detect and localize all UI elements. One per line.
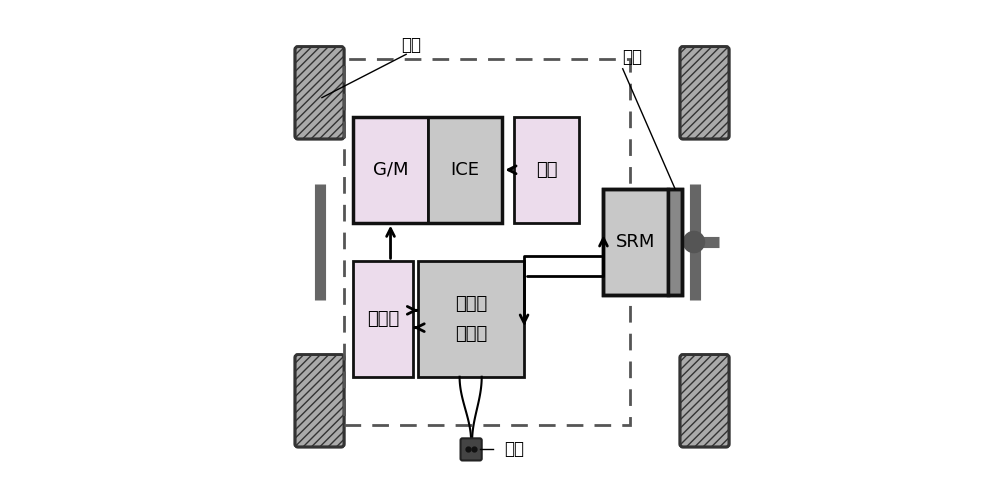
Bar xyxy=(353,117,428,223)
Bar xyxy=(514,117,579,223)
Bar xyxy=(428,117,502,223)
Text: 电池组: 电池组 xyxy=(367,310,399,328)
Text: 齿轮: 齿轮 xyxy=(622,48,642,66)
Text: 集成式: 集成式 xyxy=(455,295,487,313)
Text: 燃料: 燃料 xyxy=(536,161,558,179)
FancyBboxPatch shape xyxy=(680,355,729,447)
Circle shape xyxy=(683,231,705,253)
Bar xyxy=(603,189,682,295)
Bar xyxy=(353,117,502,223)
Text: SRM: SRM xyxy=(616,233,656,251)
Bar xyxy=(668,189,682,295)
FancyBboxPatch shape xyxy=(295,46,344,139)
Text: ICE: ICE xyxy=(451,161,480,179)
Bar xyxy=(603,189,668,295)
FancyBboxPatch shape xyxy=(295,355,344,447)
Bar xyxy=(418,261,524,377)
Bar xyxy=(353,261,413,377)
Bar xyxy=(344,59,630,425)
FancyBboxPatch shape xyxy=(461,439,482,460)
Text: 插头: 插头 xyxy=(504,440,524,458)
Text: 变换器: 变换器 xyxy=(455,325,487,343)
FancyBboxPatch shape xyxy=(680,46,729,139)
Text: G/M: G/M xyxy=(373,161,408,179)
Text: 齿轮: 齿轮 xyxy=(401,36,421,54)
